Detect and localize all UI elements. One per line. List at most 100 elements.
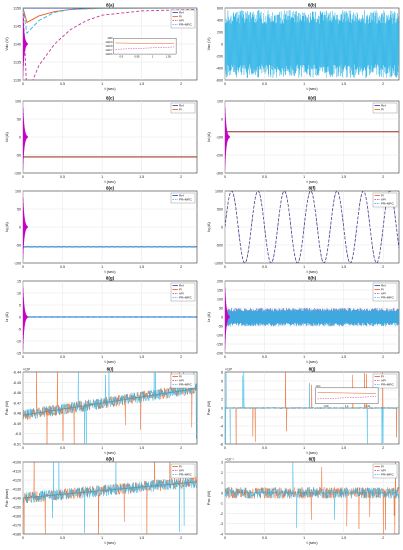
panel-8b: -600 -400 -200 0 200 400 600 0 0.5 1 1.5 2 8(b) t (se… — [206, 3, 400, 91]
panel-title: 8(i) — [107, 367, 114, 372]
panel-8g: -15 -10 -5 0 5 10 15 0 0.5 1 1.5 2 8(g) t (sec) Iz (A)… — [4, 276, 198, 364]
y-axis-label: Pdc (W) — [4, 400, 9, 415]
y-tick-label: -4130 — [12, 488, 21, 492]
x-tick-label: 1.5 — [341, 82, 346, 86]
plot-frame — [22, 371, 198, 445]
plot-area — [23, 107, 197, 170]
x-tick-label: 0 — [224, 536, 226, 540]
y-tick-label: -8 — [220, 443, 223, 447]
y-tick-label: -100 — [14, 172, 21, 176]
transient-burst — [23, 14, 28, 77]
x-tick-label: 0 — [22, 82, 24, 86]
y-tick-label: -5 — [18, 328, 21, 332]
legend-label: PI — [179, 375, 182, 379]
series-api-line — [23, 8, 197, 80]
series-vac-line — [225, 10, 399, 78]
panel-8e: -100 -50 0 50 100 0 0.5 1 1.5 2 8(e) t (sec) Iq (A) R… — [4, 186, 198, 274]
y-tick-label: 1150 — [13, 7, 21, 11]
legend-label: API — [381, 198, 386, 202]
y-tick-label: -15 — [16, 352, 21, 356]
legend-label: PR+MRC — [381, 383, 395, 387]
y-axis-label: Id (A) — [4, 131, 9, 141]
panel-8a: 1130 1135 1140 1145 1150 0 0.5 1 1.5 2 8(a) t (sec)… — [4, 3, 198, 91]
plot-area — [225, 462, 399, 534]
legend-box — [170, 9, 196, 29]
inset-x-tick: 1.09 — [323, 404, 329, 408]
y-tick-label: 4 — [221, 389, 223, 393]
y-axis-label: Pdc (kvar) — [4, 488, 9, 507]
legend-label: Ref — [179, 194, 184, 198]
x-tick-label: 2 — [382, 265, 384, 269]
legend-label: PI — [381, 194, 384, 198]
legend-label: PR+MRC — [179, 198, 193, 202]
y-tick-label: 0 — [19, 316, 21, 320]
x-axis-label: t (sec) — [104, 450, 116, 455]
inset-series-pi — [115, 42, 175, 45]
legend-label: Ref — [179, 104, 184, 108]
x-axis-label: t (sec) — [306, 179, 318, 184]
series-pr-mrc-line — [23, 388, 197, 416]
x-tick-label: 1.5 — [139, 446, 144, 450]
legend-label: Ref — [381, 284, 386, 288]
panel-title: 8(l) — [309, 457, 316, 462]
y-tick-label: 0 — [221, 118, 223, 122]
x-tick-label: 2 — [382, 355, 384, 359]
y-tick-label: -500 — [216, 244, 223, 248]
panel-title: 8(g) — [106, 276, 115, 281]
y-tick-label: 0 — [221, 407, 223, 411]
x-tick-label: 0.5 — [262, 446, 267, 450]
y-tick-label: -4150 — [12, 506, 21, 510]
y-tick-label: 100 — [217, 100, 223, 104]
x-tick-label: 0.5 — [262, 82, 267, 86]
inset-x-tick: 0.95 — [134, 55, 140, 59]
axis-multiplier: ×10⁻⁴ — [225, 458, 235, 462]
x-tick-label: 0 — [224, 355, 226, 359]
y-tick-label: -4 — [220, 533, 223, 537]
inset-series-pi — [317, 392, 377, 394]
x-tick-label: 0 — [22, 446, 24, 450]
y-tick-label: 100 — [15, 190, 21, 194]
panel-8i: -6.51 -6.5 -6.49 -6.48 -6.47 -6.46 -6.45 -6.44 0… — [4, 367, 198, 455]
y-tick-label: 0 — [19, 136, 21, 140]
y-tick-label: -1000 — [214, 262, 223, 266]
plot-area — [23, 372, 197, 444]
y-tick-label: -200 — [216, 352, 223, 356]
y-tick-label: 100 — [15, 100, 21, 104]
x-tick-label: 1.5 — [139, 82, 144, 86]
plot-area — [23, 287, 197, 350]
y-tick-label: 50 — [17, 118, 21, 122]
x-tick-label: 0.5 — [60, 82, 65, 86]
y-tick-label: 1145 — [13, 25, 21, 29]
inset-y-tick: 1149.6 — [105, 53, 113, 56]
x-tick-label: 0.5 — [60, 536, 65, 540]
y-tick-label: 3 — [221, 461, 223, 465]
y-tick-label: 1000 — [215, 190, 223, 194]
y-tick-label: 1140 — [13, 43, 21, 47]
legend-label: API — [179, 379, 184, 383]
y-tick-label: -6.5 — [15, 432, 21, 436]
panel-title: 8(a) — [106, 3, 115, 8]
legend-label: PI — [381, 375, 384, 379]
y-tick-label: -300 — [216, 172, 223, 176]
y-tick-label: -4160 — [12, 515, 21, 519]
x-axis-label: t (sec) — [306, 450, 318, 455]
y-tick-label: 8 — [221, 371, 223, 375]
x-axis-label: t (sec) — [104, 359, 116, 364]
x-tick-label: 1 — [101, 265, 103, 269]
legend-label: PI — [381, 288, 384, 292]
inset-x-tick: 0.9 — [120, 55, 124, 59]
x-tick-label: 1 — [303, 536, 305, 540]
x-tick-label: 2 — [382, 446, 384, 450]
x-tick-label: 0 — [224, 82, 226, 86]
y-tick-label: -100 — [216, 136, 223, 140]
legend-label: PR+MRC — [381, 202, 395, 206]
y-tick-label: -4180 — [12, 533, 21, 537]
y-tick-label: -4100 — [12, 461, 21, 465]
x-axis-label: t (sec) — [306, 269, 318, 274]
y-tick-label: -6 — [220, 434, 223, 438]
y-tick-label: -4170 — [12, 524, 21, 528]
